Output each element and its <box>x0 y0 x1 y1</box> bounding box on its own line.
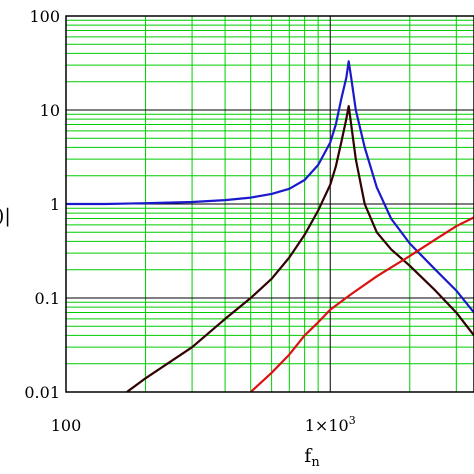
y-tick-label: 10 <box>40 101 60 120</box>
y-tick-label: 0.01 <box>24 383 60 402</box>
y-tick-labels: 100 10 1 0.1 0.01 <box>24 7 60 402</box>
x-tick-label: 1×103 <box>305 414 356 435</box>
series-layer <box>66 60 474 392</box>
y-tick-label: 1 <box>50 195 60 214</box>
y-tick-label: 100 <box>29 7 60 26</box>
x-tick-label: 100 <box>51 416 82 435</box>
minor-grid <box>66 16 474 392</box>
series-line-3 <box>249 216 474 392</box>
series-line-1 <box>66 60 474 314</box>
x-axis-label-subscript: n <box>311 455 320 470</box>
y-tick-label: 0.1 <box>35 289 60 308</box>
x-axis-label-main: f <box>304 445 313 467</box>
plot-frame <box>65 15 474 393</box>
y-axis-label-fragment: )| <box>0 205 11 227</box>
x-axis-label: fn <box>304 445 320 470</box>
series-line-2 <box>126 104 474 392</box>
x-tick-labels: 100 1×103 <box>51 414 356 435</box>
